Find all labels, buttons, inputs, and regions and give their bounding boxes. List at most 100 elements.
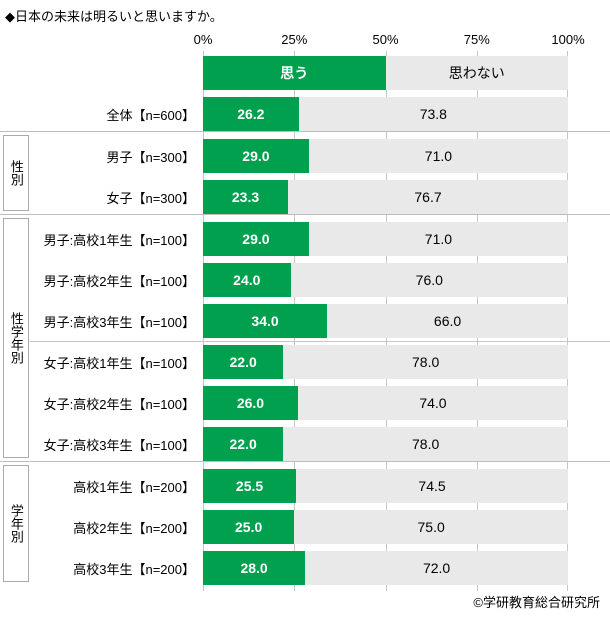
row-label: 男子【n=300】: [106, 149, 195, 165]
series-header-no: 思わない: [385, 56, 568, 90]
bar-segment-no: 76.0: [290, 263, 568, 297]
axis-tick-label: 75%: [463, 32, 490, 47]
bar-row: 女子:高校2年生【n=100】 26.0 74.0: [0, 379, 610, 420]
stacked-bar: 22.0 78.0: [203, 345, 568, 379]
value-yes: 29.0: [242, 231, 270, 247]
row-group: 学年別 高校1年生【n=200】 25.5 74.5 高校2年生【n=200】 25.0 7…: [0, 461, 610, 585]
value-no: 76.0: [415, 272, 443, 288]
group-label-box: 性別: [3, 135, 29, 211]
stacked-bar: 22.0 78.0: [203, 427, 568, 461]
stacked-bar: 25.5 74.5: [203, 469, 568, 503]
bar-segment-yes: 34.0: [203, 304, 328, 338]
value-no: 78.0: [412, 354, 440, 370]
bar-segment-yes: 25.5: [203, 469, 297, 503]
value-no: 75.0: [417, 519, 445, 535]
value-yes: 26.2: [237, 106, 265, 122]
value-yes: 23.3: [231, 189, 260, 205]
bar-segment-no: 75.0: [294, 510, 568, 544]
row-label: 女子【n=300】: [106, 190, 195, 206]
bar-segment-no: 71.0: [308, 222, 568, 256]
chart-rows: 思う 思わない 全体【n=600】 26.2 73.8 性別 男子【n=300】 29.0…: [0, 56, 610, 585]
bar-segment-yes: 26.0: [203, 386, 298, 420]
bar-row: 男子:高校1年生【n=100】 29.0 71.0: [0, 215, 610, 256]
stacked-bar: 26.2 73.8: [203, 97, 568, 131]
subgroup-divider: [30, 341, 610, 342]
bar-segment-yes: 28.0: [203, 551, 306, 585]
bar-segment-yes: 23.3: [203, 180, 289, 214]
bar-row: 全体【n=600】 26.2 73.8: [0, 90, 610, 131]
bar-segment-yes: 26.2: [203, 97, 299, 131]
axis-tick-label: 100%: [551, 32, 585, 47]
value-yes: 22.0: [229, 354, 257, 370]
value-yes: 34.0: [251, 313, 279, 329]
groups-container: 全体【n=600】 26.2 73.8 性別 男子【n=300】 29.0 71.0 女子【n…: [0, 90, 610, 585]
bar-segment-yes: 22.0: [203, 345, 284, 379]
value-yes: 25.5: [235, 478, 264, 494]
bar-row: 高校2年生【n=200】 25.0 75.0: [0, 503, 610, 544]
value-yes: 28.0: [240, 560, 268, 576]
row-label: 高校3年生【n=200】: [73, 561, 195, 577]
row-group: 性学年別 男子:高校1年生【n=100】 29.0 71.0 男子:高校2年生【n=10…: [0, 214, 610, 461]
row-group: 性別 男子【n=300】 29.0 71.0 女子【n=300】 23.3 76.7: [0, 131, 610, 214]
value-no: 73.8: [419, 106, 447, 122]
value-no: 74.5: [418, 478, 446, 494]
group-label: 性別: [8, 160, 24, 186]
stacked-bar: 29.0 71.0: [203, 139, 568, 173]
value-yes: 29.0: [242, 148, 270, 164]
bar-segment-yes: 22.0: [203, 427, 284, 461]
row-group: 全体【n=600】 26.2 73.8: [0, 90, 610, 131]
bar-segment-no: 66.0: [327, 304, 568, 338]
stacked-bar: 34.0 66.0: [203, 304, 568, 338]
value-yes: 26.0: [236, 395, 265, 411]
bar-row: 高校1年生【n=200】 25.5 74.5: [0, 462, 610, 503]
bar-segment-yes: 24.0: [203, 263, 291, 297]
bar-row: 女子【n=300】 23.3 76.7: [0, 173, 610, 214]
chart-title: ◆日本の未来は明るいと思いますか。: [5, 9, 223, 24]
group-label: 学年別: [8, 504, 24, 543]
bar-row: 男子:高校3年生【n=100】 34.0 66.0: [0, 297, 610, 338]
copyright-notice: ©学研教育総合研究所: [473, 595, 600, 610]
series-header: 思う 思わない: [203, 56, 568, 90]
value-no: 66.0: [433, 313, 462, 329]
axis-tick-label: 0%: [193, 32, 213, 47]
row-label: 女子:高校3年生【n=100】: [43, 437, 195, 453]
stacked-bar: 29.0 71.0: [203, 222, 568, 256]
row-label: 全体【n=600】: [106, 107, 195, 123]
value-no: 78.0: [412, 436, 440, 452]
row-label: 男子:高校1年生【n=100】: [43, 232, 195, 248]
bar-row: 女子:高校3年生【n=100】 22.0 78.0: [0, 420, 610, 461]
row-label: 女子:高校1年生【n=100】: [43, 355, 195, 371]
group-label-box: 学年別: [3, 465, 29, 582]
bar-segment-no: 74.5: [296, 469, 568, 503]
row-label: 男子:高校2年生【n=100】: [43, 273, 195, 289]
value-no: 71.0: [424, 148, 453, 164]
series-header-yes: 思う: [203, 56, 386, 90]
group-label: 性学年別: [8, 312, 24, 364]
row-label: 高校2年生【n=200】: [73, 520, 195, 536]
value-no: 76.7: [414, 189, 442, 205]
value-yes: 22.0: [229, 436, 257, 452]
bar-segment-no: 76.7: [288, 180, 568, 214]
axis-tick-label: 50%: [372, 32, 399, 47]
bar-segment-yes: 29.0: [203, 139, 309, 173]
bar-segment-no: 78.0: [283, 345, 568, 379]
bar-segment-no: 73.8: [298, 97, 568, 131]
value-yes: 25.0: [235, 519, 263, 535]
bar-segment-yes: 29.0: [203, 222, 309, 256]
row-label: 女子:高校2年生【n=100】: [43, 396, 195, 412]
axis-tick-label: 25%: [281, 32, 308, 47]
bar-row: 女子:高校1年生【n=100】 22.0 78.0: [0, 338, 610, 379]
value-no: 72.0: [422, 560, 451, 576]
row-label: 男子:高校3年生【n=100】: [43, 314, 195, 330]
stacked-bar: 24.0 76.0: [203, 263, 568, 297]
bar-segment-no: 78.0: [283, 427, 568, 461]
bar-row: 高校3年生【n=200】 28.0 72.0: [0, 544, 610, 585]
stacked-bar: 26.0 74.0: [203, 386, 568, 420]
stacked-bar: 23.3 76.7: [203, 180, 568, 214]
bar-segment-no: 74.0: [297, 386, 568, 420]
bar-segment-no: 71.0: [308, 139, 568, 173]
value-no: 74.0: [419, 395, 447, 411]
bar-row: 男子【n=300】 29.0 71.0: [0, 132, 610, 173]
bar-segment-no: 72.0: [305, 551, 568, 585]
